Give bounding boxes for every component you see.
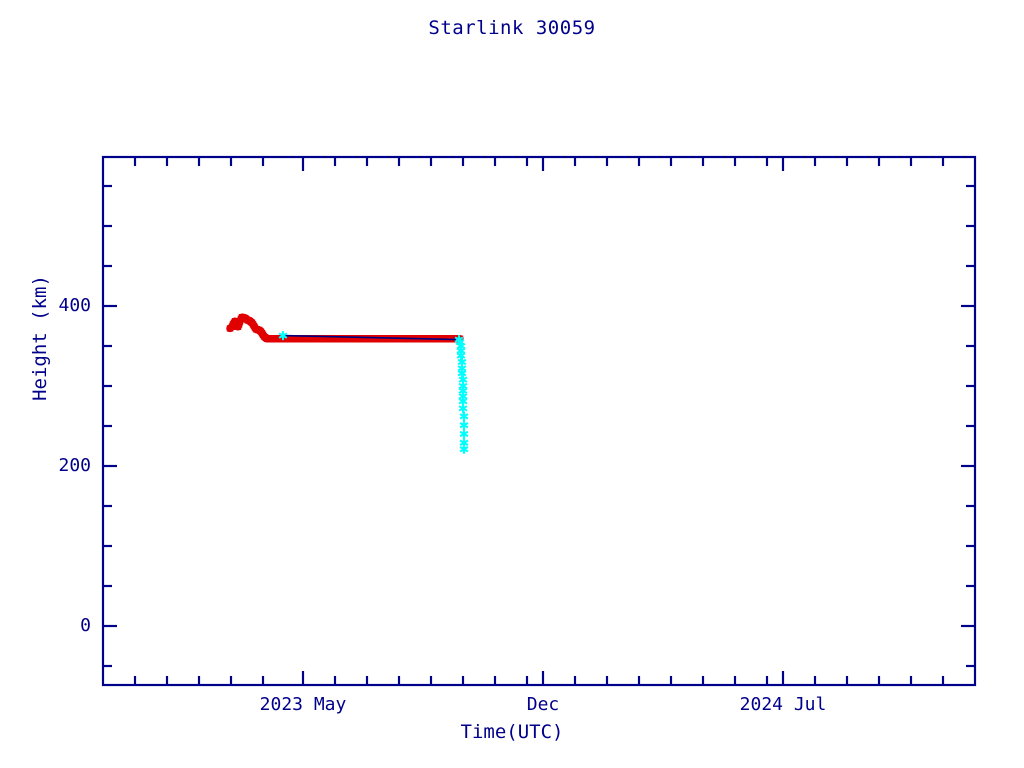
marker-stroke bbox=[459, 439, 469, 446]
data-marker bbox=[384, 335, 392, 342]
data-marker bbox=[459, 429, 469, 439]
data-marker bbox=[286, 335, 294, 342]
x-tick-label: 2024 Jul bbox=[739, 694, 827, 715]
marker-stroke bbox=[458, 387, 468, 394]
data-line bbox=[282, 334, 465, 450]
marker-stroke bbox=[459, 422, 469, 429]
marker-stroke bbox=[459, 413, 469, 420]
data-marker bbox=[296, 335, 304, 342]
y-tick-label: 200 bbox=[58, 455, 91, 476]
marker-stroke bbox=[459, 446, 469, 453]
data-marker bbox=[308, 335, 316, 342]
marker-stroke bbox=[278, 332, 288, 339]
data-marker bbox=[274, 335, 282, 342]
marker-stroke bbox=[457, 358, 467, 366]
marker-stroke bbox=[459, 430, 469, 438]
data-marker bbox=[334, 335, 342, 342]
plot-frame bbox=[101, 155, 977, 687]
marker-stroke bbox=[457, 370, 467, 377]
data-marker bbox=[458, 403, 468, 413]
marker-stroke bbox=[456, 342, 466, 350]
data-marker bbox=[459, 444, 469, 454]
y-tick-label: 400 bbox=[58, 295, 91, 316]
data-marker bbox=[358, 335, 366, 342]
data-marker bbox=[346, 335, 354, 342]
data-marker bbox=[459, 420, 469, 430]
y-axis-label: Height (km) bbox=[29, 275, 51, 401]
series-decay-track bbox=[278, 331, 469, 454]
data-marker bbox=[278, 331, 288, 341]
marker-stroke bbox=[458, 398, 468, 405]
marker-stroke bbox=[456, 347, 466, 354]
marker-stroke bbox=[457, 365, 467, 372]
data-marker bbox=[371, 335, 379, 342]
marker-stroke bbox=[458, 405, 468, 412]
x-tick-label: 2023 May bbox=[259, 694, 347, 715]
x-tick-label: Dec bbox=[526, 694, 560, 715]
data-marker bbox=[270, 335, 278, 342]
data-marker bbox=[459, 411, 469, 421]
marker-stroke bbox=[456, 352, 466, 359]
x-axis-label: Time(UTC) bbox=[460, 721, 564, 743]
data-marker bbox=[321, 335, 329, 342]
y-tick-label: 0 bbox=[80, 615, 91, 636]
chart-title: Starlink 30059 bbox=[428, 17, 596, 39]
data-marker bbox=[235, 321, 243, 328]
marker-stroke bbox=[458, 393, 468, 400]
marker-stroke bbox=[458, 382, 468, 390]
marker-stroke bbox=[458, 376, 468, 383]
